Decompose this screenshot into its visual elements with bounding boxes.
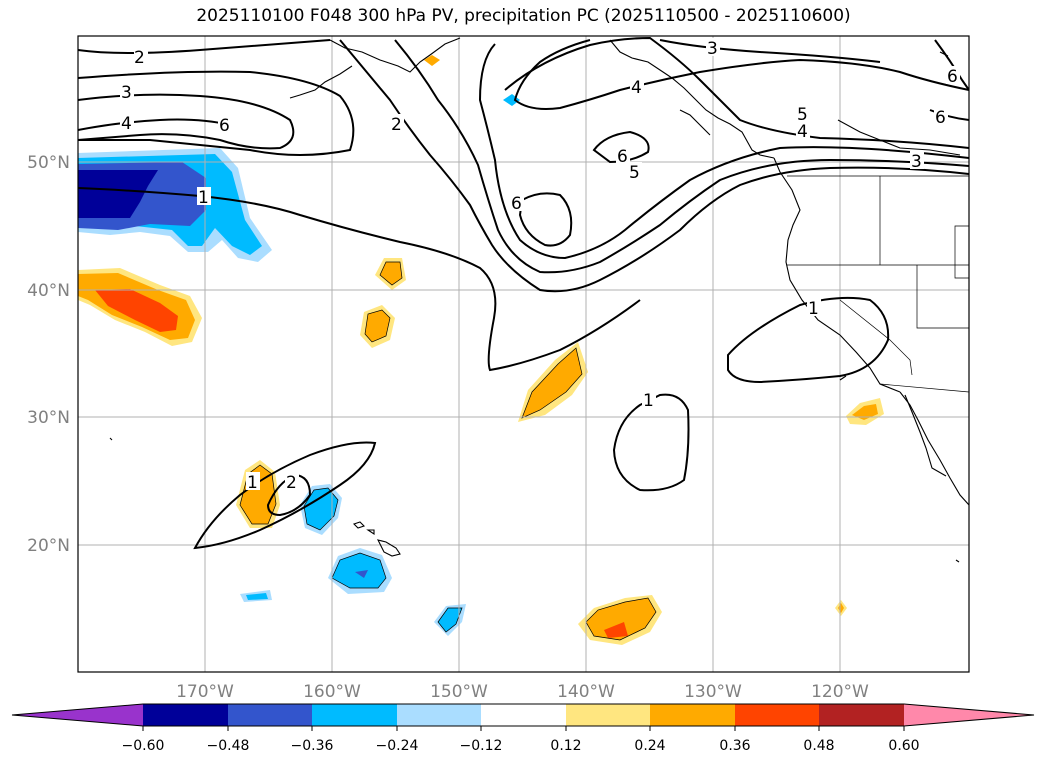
colorbar-cell [397,704,481,726]
contour-label: 4 [631,78,642,98]
contour-labels: 2 3 4 2 3 4 6 6 5 6 5 4 3 6 [120,38,960,493]
contour-label: 6 [935,108,946,128]
lat-label: 40°N [27,281,70,301]
colorbar-cell [228,704,312,726]
colorbar-cell [481,704,566,726]
contour-label: 2 [391,115,402,135]
colorbar-cell [566,704,650,726]
contour-label: 2 [134,48,145,68]
lon-label: 170°W [176,682,234,702]
coastlines [109,37,969,563]
graticule [78,36,969,672]
lat-label: 30°N [27,408,70,428]
colorbar-cell [904,704,1034,726]
contour-label: 5 [629,163,640,183]
colorbar-label: −0.24 [376,738,419,754]
contour-label: 6 [617,147,628,167]
colorbar-cell [735,704,819,726]
lon-label: 120°W [811,682,869,702]
colorbar-label: −0.60 [122,738,165,754]
colorbar-label: 0.36 [719,738,750,754]
map-area: 2 3 4 2 3 4 6 6 5 6 5 4 3 6 [78,36,969,672]
colorbar-cell [143,704,228,726]
contour-label: 5 [797,105,808,125]
colorbar-cell [650,704,735,726]
contour-label: 3 [911,152,922,172]
contour-label: 6 [219,116,230,136]
colorbar-label: 0.24 [634,738,665,754]
colorbar-cell [819,704,904,726]
contour-label: 1 [808,299,819,319]
latitude-labels: 50°N 40°N 30°N 20°N [27,153,70,556]
colorbar-label: −0.48 [207,738,250,754]
lon-label: 130°W [684,682,742,702]
colorbar-label: 0.60 [888,738,919,754]
colorbar-label: 0.12 [550,738,581,754]
colorbar-label: −0.36 [291,738,334,754]
contour-label: 2 [286,473,297,493]
precip-positive-fill [78,55,884,645]
contour-label: 1 [643,391,654,411]
contour-label: 4 [797,122,808,142]
longitude-labels: 170°W 160°W 150°W 140°W 130°W 120°W [176,682,869,702]
colorbar-cell [312,704,397,726]
contour-label: 6 [947,67,958,87]
contour-label: 3 [121,83,132,103]
map-title: 2025110100 F048 300 hPa PV, precipitatio… [196,6,851,26]
pv-contours [78,36,969,550]
map-frame [77,35,970,673]
colorbar: −0.60 −0.48 −0.36 −0.24 −0.12 0.12 0.24 … [11,703,1035,754]
precip-negative-fill [78,94,520,636]
lon-label: 150°W [430,682,488,702]
colorbar-label: 0.48 [803,738,834,754]
lat-label: 50°N [27,153,70,173]
contour-label: 1 [247,473,258,493]
colorbar-cell [12,704,143,726]
contour-label: 6 [511,194,522,214]
colorbar-label: −0.12 [460,738,503,754]
lat-label: 20°N [27,536,70,556]
lon-label: 140°W [557,682,615,702]
contour-label: 4 [121,114,132,134]
contour-label: 1 [198,188,209,208]
contour-label: 3 [707,39,718,59]
lon-label: 160°W [303,682,361,702]
shading-outlines [239,261,657,641]
